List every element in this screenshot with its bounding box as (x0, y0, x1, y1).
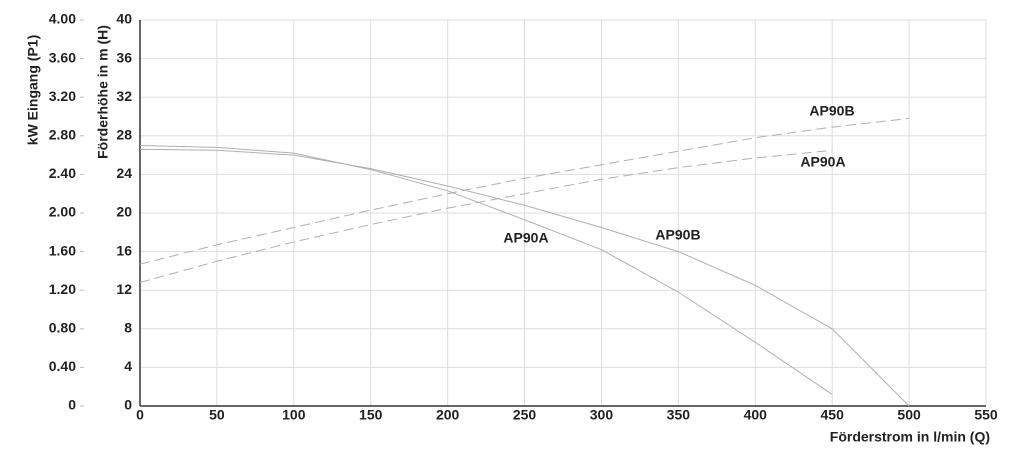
x-tick-label: 0 (136, 407, 144, 423)
y2-tick-label: 0 (68, 397, 76, 413)
y2-tick-label: 4.00 (49, 11, 76, 27)
y2-tick-label: 0.80 (49, 320, 76, 336)
y2-tick-label: 2.40 (49, 165, 76, 181)
x-tick-label: 400 (744, 407, 768, 423)
y-tick-label: 28 (116, 127, 132, 143)
x-tick-label: 100 (282, 407, 306, 423)
y2-tick-label: 1.60 (49, 242, 76, 258)
x-tick-label: 50 (209, 407, 225, 423)
y-tick-label: 0 (124, 397, 132, 413)
series-label: AP90B (655, 227, 700, 243)
y-tick-label: 8 (124, 320, 132, 336)
y2-tick-label: 3.20 (49, 88, 76, 104)
x-tick-label: 300 (590, 407, 614, 423)
x-tick-label: 550 (974, 407, 998, 423)
series-line (139, 117, 910, 265)
x-axis-title: Förderstrom in l/min (Q) (830, 429, 990, 445)
y-tick-label: 20 (116, 204, 132, 220)
y-tick-label: 32 (116, 88, 132, 104)
y-axis-title: Förderhöhe in m (H) (95, 25, 111, 159)
x-tick-label: 500 (897, 407, 921, 423)
y-tick-label: 4 (124, 358, 132, 374)
x-tick-label: 350 (667, 407, 691, 423)
series-line (139, 149, 833, 283)
y-tick-label: 24 (116, 165, 132, 181)
series-line (139, 148, 910, 407)
x-tick-label: 450 (821, 407, 845, 423)
y-tick-label: 36 (116, 49, 132, 65)
series-label: AP90A (800, 154, 845, 170)
y2-tick-label: 0.40 (49, 358, 76, 374)
y2-tick-label: 2.00 (49, 204, 76, 220)
y-tick-label: 40 (116, 11, 132, 27)
series-label: AP90A (503, 230, 548, 246)
series-line (139, 144, 833, 395)
x-tick-label: 200 (436, 407, 460, 423)
x-tick-label: 250 (513, 407, 537, 423)
y2-axis-title: kW Eingang (P1) (25, 35, 41, 145)
y2-tick-label: 3.60 (49, 49, 76, 65)
y2-tick-label: 1.20 (49, 281, 76, 297)
y2-tick-label: 2.80 (49, 127, 76, 143)
x-tick-label: 150 (359, 407, 383, 423)
y-tick-label: 16 (116, 242, 132, 258)
y-tick-label: 12 (116, 281, 132, 297)
series-label: AP90B (809, 103, 854, 119)
